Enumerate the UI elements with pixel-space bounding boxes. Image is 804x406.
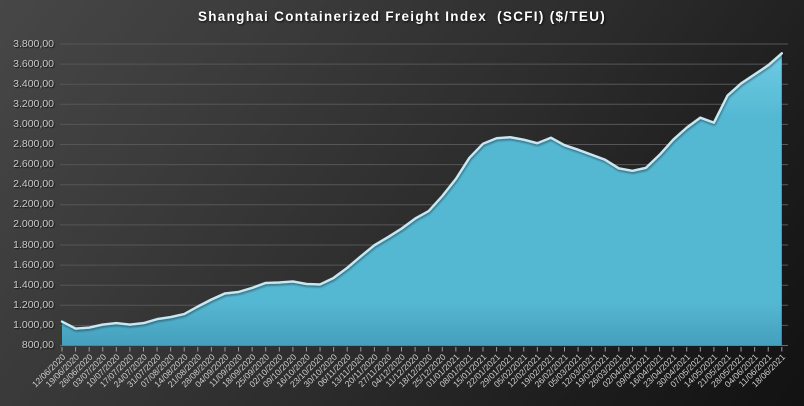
y-tick-label: 1.600,00: [13, 258, 54, 271]
y-tick-label: 3.000,00: [13, 117, 54, 130]
y-tick-label: 3.400,00: [13, 77, 54, 90]
y-tick-label: 3.200,00: [13, 97, 54, 110]
y-tick-label: 2.200,00: [13, 198, 54, 211]
x-axis-labels: 12/06/202019/06/202026/06/202003/07/2020…: [30, 352, 787, 390]
y-tick-label: 2.800,00: [13, 138, 54, 150]
series-edge-highlight: [60, 52, 783, 330]
x-axis-ticks: [61, 347, 783, 352]
y-tick-label: 800,00: [21, 339, 54, 351]
y-tick-label: 2.600,00: [13, 158, 54, 171]
y-tick-label: 2.400,00: [13, 178, 54, 191]
y-tick-label: 3.800,00: [13, 37, 54, 50]
y-tick-label: 1.400,00: [13, 278, 54, 291]
y-tick-label: 1.800,00: [13, 238, 54, 251]
y-tick-label: 1.000,00: [13, 318, 54, 331]
y-tick-label: 2.000,00: [13, 218, 54, 231]
area-series: [62, 54, 782, 346]
chart-title: Shanghai Containerized Freight Index (SC…: [197, 9, 607, 24]
y-tick-label: 3.600,00: [13, 57, 54, 70]
y-tick-label: 1.200,00: [13, 298, 54, 311]
